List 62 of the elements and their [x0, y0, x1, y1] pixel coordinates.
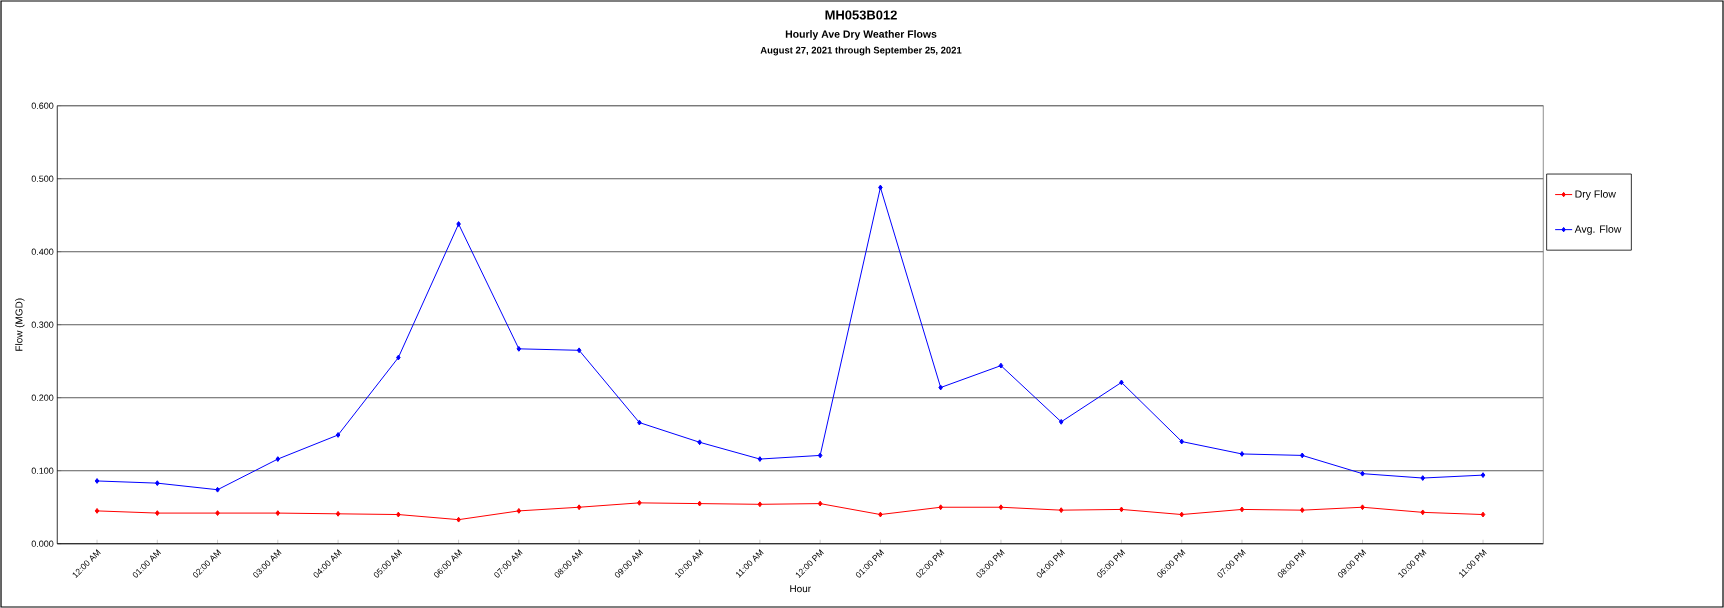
point — [1480, 511, 1486, 518]
point — [1058, 418, 1064, 425]
y-axis-title: Flow (MGD) — [15, 298, 25, 351]
point — [516, 345, 522, 352]
point — [1480, 472, 1486, 479]
y-tick-label: 0.000 — [31, 540, 54, 547]
point — [1179, 511, 1185, 518]
point — [757, 456, 763, 462]
point — [396, 354, 401, 361]
point — [155, 510, 160, 516]
y-tick-label: 0.300 — [31, 321, 54, 328]
chart-title: MH053B012 — [825, 10, 897, 20]
point — [275, 510, 281, 516]
point — [94, 478, 100, 484]
point — [817, 452, 823, 459]
point — [878, 184, 883, 191]
point — [938, 504, 943, 511]
x-axis-title: Hour — [790, 585, 811, 593]
point — [335, 510, 341, 517]
point — [1420, 509, 1426, 516]
point — [576, 347, 582, 354]
text: August 27, 2021 through September 25, 2021 — [760, 46, 962, 56]
point — [396, 511, 401, 518]
legend-label: Avg. Flow — [1574, 225, 1622, 235]
point — [456, 221, 461, 227]
point — [637, 499, 642, 506]
chart-subtitle: Hourly Ave Dry Weather Flows — [785, 30, 937, 40]
point — [1239, 451, 1245, 457]
point — [275, 456, 281, 462]
point — [456, 516, 461, 523]
point — [998, 504, 1004, 511]
y-tick-label: 0.500 — [31, 175, 54, 182]
point — [998, 362, 1004, 369]
point — [94, 508, 100, 514]
y-tick-label: 0.200 — [31, 394, 54, 401]
point — [576, 504, 582, 511]
point — [938, 384, 943, 391]
point — [1299, 452, 1305, 459]
point — [335, 432, 341, 438]
point — [637, 419, 642, 426]
point — [516, 508, 522, 514]
point — [155, 480, 160, 487]
point — [1360, 504, 1365, 511]
point — [1179, 438, 1185, 445]
legend-label: Dry Flow — [1575, 190, 1616, 200]
point — [1119, 506, 1124, 513]
point — [1239, 506, 1245, 513]
point — [697, 439, 702, 446]
y-tick-label: 0.100 — [31, 467, 54, 474]
point — [817, 500, 823, 507]
point — [697, 500, 702, 507]
point — [757, 501, 763, 508]
point — [878, 511, 883, 518]
point — [1299, 507, 1305, 514]
y-tick-label: 0.400 — [31, 248, 54, 255]
point — [1420, 475, 1426, 481]
point — [215, 486, 220, 493]
point — [1058, 507, 1064, 514]
point — [1360, 470, 1365, 477]
point — [215, 510, 220, 516]
y-tick-label: 0.600 — [31, 102, 54, 109]
point — [1119, 379, 1124, 386]
